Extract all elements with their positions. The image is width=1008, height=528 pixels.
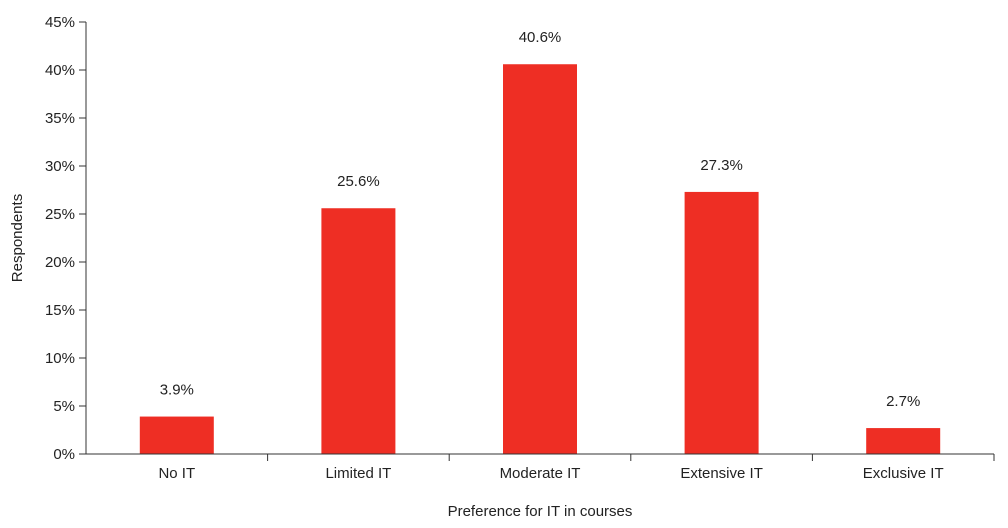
x-tick-label: Exclusive IT bbox=[863, 465, 944, 482]
y-tick-label: 45% bbox=[45, 14, 75, 31]
bar-moderate-it bbox=[503, 64, 577, 455]
data-label: 27.3% bbox=[700, 157, 743, 174]
bar-exclusive-it bbox=[866, 428, 941, 454]
y-tick-label: 35% bbox=[45, 110, 75, 127]
data-label: 2.7% bbox=[886, 393, 920, 410]
y-axis-title: Respondents bbox=[9, 194, 26, 282]
y-axis-ticks: 0% 5% 10% 15% 20% 25% 30% 35% 40% 45% bbox=[45, 14, 86, 463]
bar-extensive-it bbox=[684, 191, 759, 455]
y-tick-label: 5% bbox=[53, 398, 75, 415]
data-label: 3.9% bbox=[160, 382, 194, 399]
data-labels: 3.9% 25.6% 40.6% 27.3% 2.7% bbox=[160, 29, 921, 410]
x-axis-title: Preference for IT in courses bbox=[448, 503, 633, 520]
y-tick-label: 10% bbox=[45, 350, 75, 367]
y-tick-label: 0% bbox=[53, 446, 75, 463]
bars bbox=[139, 64, 941, 455]
x-tick-label: No IT bbox=[158, 465, 195, 482]
x-axis-ticks: No IT Limited IT Moderate IT Extensive IT Ex… bbox=[158, 454, 995, 482]
data-label: 40.6% bbox=[519, 29, 562, 46]
y-tick-label: 20% bbox=[45, 254, 75, 271]
y-tick-label: 30% bbox=[45, 158, 75, 175]
bar-limited-it bbox=[321, 208, 396, 454]
data-label: 25.6% bbox=[337, 173, 380, 190]
bar-no-it bbox=[139, 416, 214, 454]
x-tick-label: Moderate IT bbox=[500, 465, 581, 482]
x-tick-label: Extensive IT bbox=[680, 465, 763, 482]
y-tick-label: 25% bbox=[45, 206, 75, 223]
x-tick-label: Limited IT bbox=[325, 465, 391, 482]
y-tick-label: 40% bbox=[45, 62, 75, 79]
y-tick-label: 15% bbox=[45, 302, 75, 319]
